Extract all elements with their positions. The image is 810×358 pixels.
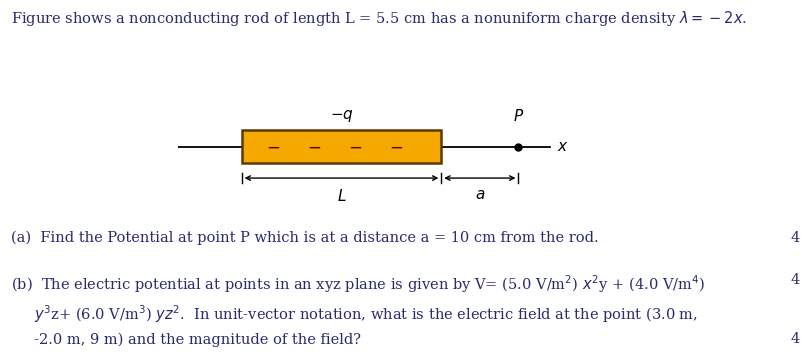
Text: $P$: $P$ (513, 108, 524, 125)
Text: 4: 4 (791, 332, 799, 346)
Text: $-$: $-$ (348, 138, 362, 155)
Text: 4: 4 (791, 231, 799, 245)
Text: $y^3$z+ (6.0 V/m$^3$) $yz^2$.  In unit-vector notation, what is the electric fie: $y^3$z+ (6.0 V/m$^3$) $yz^2$. In unit-ve… (11, 303, 697, 325)
Text: $-q$: $-q$ (330, 108, 353, 125)
Bar (241, 130, 441, 163)
Text: $x$: $x$ (557, 140, 569, 154)
Text: $L$: $L$ (337, 188, 347, 204)
Text: $-$: $-$ (307, 138, 322, 155)
Text: $-$: $-$ (266, 138, 280, 155)
Text: $-$: $-$ (389, 138, 403, 155)
Text: Figure shows a nonconducting rod of length L = 5.5 cm has a nonuniform charge de: Figure shows a nonconducting rod of leng… (11, 9, 747, 28)
Text: (a)  Find the Potential at point P which is at a distance a = 10 cm from the rod: (a) Find the Potential at point P which … (11, 231, 598, 245)
Text: -2.0 m, 9 m) and the magnitude of the field?: -2.0 m, 9 m) and the magnitude of the fi… (11, 332, 360, 347)
Text: $a$: $a$ (475, 188, 485, 202)
Text: (b)  The electric potential at points in an xyz plane is given by V= (5.0 V/m$^2: (b) The electric potential at points in … (11, 274, 705, 295)
Text: 4: 4 (791, 274, 799, 287)
